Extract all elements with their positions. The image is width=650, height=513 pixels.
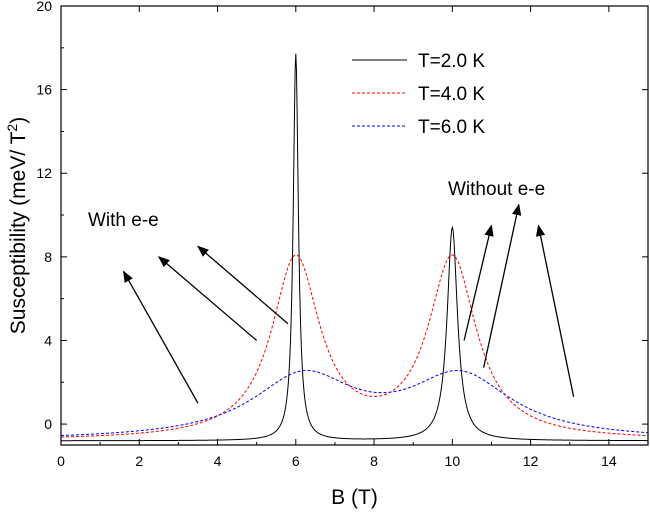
x-tick-label: 8 <box>370 453 378 469</box>
y-tick-label: 8 <box>44 249 52 265</box>
annotation-arrow <box>157 256 258 341</box>
annotation-arrow <box>463 224 494 341</box>
annotation-without-ee: Without e-e <box>448 179 545 200</box>
annotation-layer: With e-e Without e-e <box>88 179 575 404</box>
x-tick-label: 4 <box>214 453 222 469</box>
annotation-arrow <box>535 224 575 398</box>
legend-label: T=2.0 K <box>418 51 485 72</box>
legend-label: T=4.0 K <box>418 84 485 105</box>
plot-frame <box>60 5 649 446</box>
x-tick-label: 10 <box>445 453 461 469</box>
series-line-3 <box>61 370 648 436</box>
y-axis-title: Susceptibility (meV/ T2) <box>4 117 30 334</box>
x-tick-label: 14 <box>601 453 617 469</box>
y-tick-label: 12 <box>36 165 52 181</box>
annotation-arrow <box>123 270 199 404</box>
legend-label: T=6.0 K <box>418 117 485 138</box>
x-tick-label: 6 <box>292 453 300 469</box>
y-tick-label: 16 <box>36 82 52 98</box>
annotation-arrow <box>197 245 289 325</box>
legend: T=2.0 K T=4.0 K T=6.0 K <box>352 51 485 138</box>
series-line-2 <box>61 254 648 438</box>
x-tick-label: 2 <box>135 453 143 469</box>
series-line-1 <box>61 53 648 442</box>
annotation-with-ee: With e-e <box>88 210 159 231</box>
annotation-arrow <box>483 203 522 368</box>
y-tick-label: 4 <box>44 332 52 348</box>
x-tick-label: 12 <box>523 453 539 469</box>
x-tick-label: 0 <box>57 453 65 469</box>
y-tick-label: 20 <box>36 0 52 14</box>
axes-layer: 0 2 4 6 8 10 12 14 0 4 8 12 16 20 <box>36 0 649 469</box>
y-tick-label: 0 <box>44 416 52 432</box>
series-layer <box>61 53 648 442</box>
x-axis-title: B (T) <box>331 486 378 509</box>
